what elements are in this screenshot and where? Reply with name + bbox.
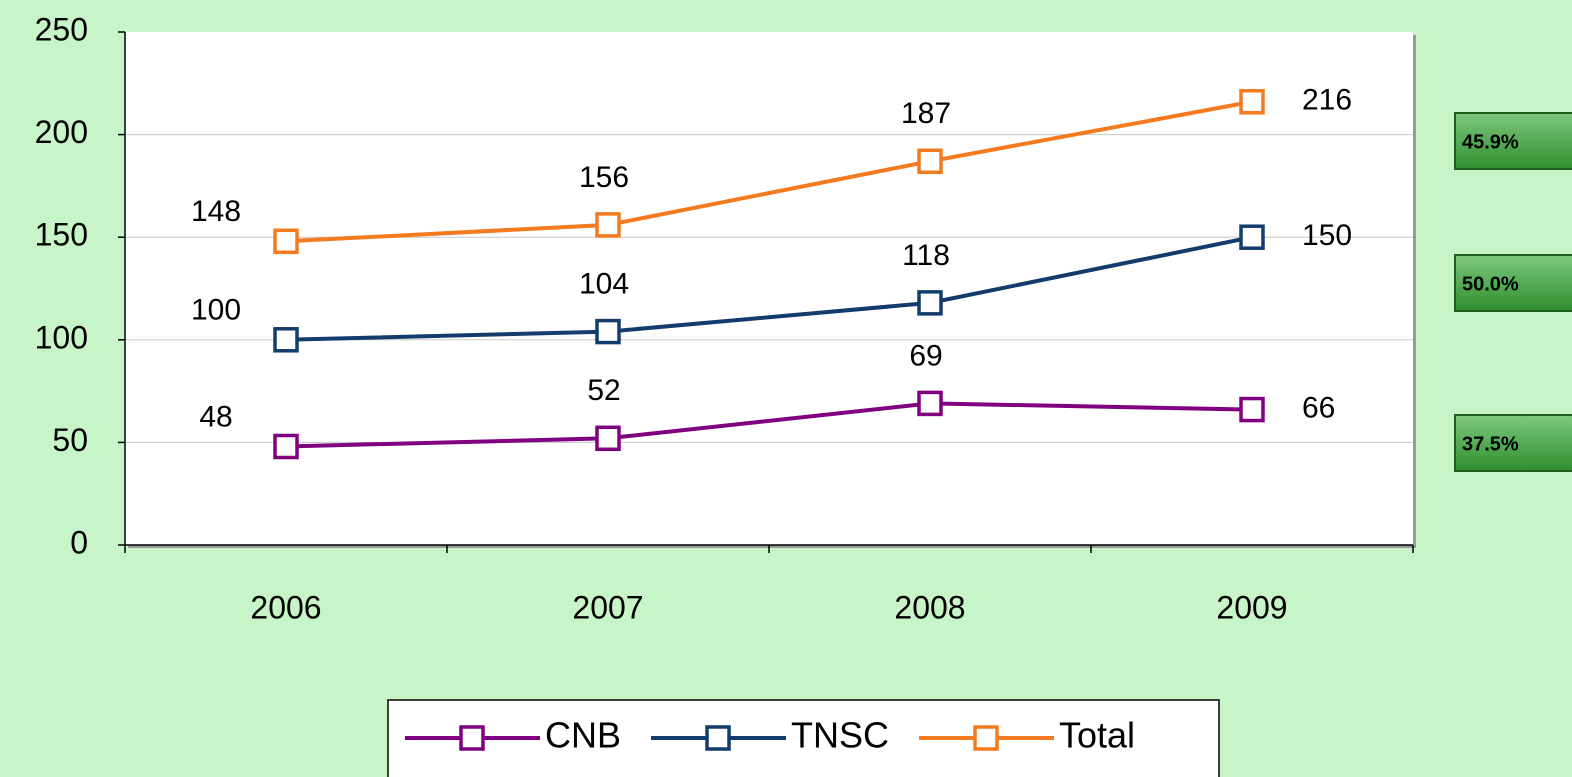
- series-line: [285, 99, 1253, 244]
- badge-label: 50.0%: [1462, 273, 1519, 295]
- badge-label: 45.9%: [1462, 131, 1519, 153]
- data-point: [595, 212, 621, 238]
- data-point: [917, 148, 943, 175]
- x-tick-label: 2007: [572, 589, 643, 625]
- data-label: 69: [909, 339, 942, 372]
- x-tick-label: 2008: [894, 589, 965, 625]
- data-label: 100: [191, 294, 241, 327]
- data-label: 48: [199, 400, 232, 433]
- series-line: [285, 235, 1253, 342]
- data-point: [595, 318, 621, 345]
- legend-label: Total: [1059, 715, 1135, 756]
- data-point: [917, 390, 943, 417]
- data-point: [1239, 396, 1265, 423]
- legend-marker: [459, 725, 485, 751]
- series-line: [285, 401, 1253, 449]
- data-label: 216: [1302, 84, 1352, 117]
- legend-marker: [705, 725, 731, 751]
- y-tick-label: 250: [35, 11, 88, 47]
- legend-marker: [973, 725, 999, 751]
- badge: [1454, 112, 1572, 170]
- y-tick-label: 150: [35, 217, 88, 253]
- data-label: 150: [1302, 219, 1352, 252]
- y-tick-label: 0: [70, 524, 88, 560]
- badge: [1454, 254, 1572, 312]
- data-point: [595, 425, 621, 452]
- data-label: 52: [587, 374, 620, 407]
- data-label: 118: [902, 239, 950, 272]
- data-point: [1239, 224, 1265, 250]
- plot-area: [125, 32, 1413, 545]
- badge-label: 37.5%: [1462, 433, 1519, 455]
- y-tick-label: 200: [35, 114, 88, 150]
- legend-label: TNSC: [791, 715, 889, 756]
- legend-label: CNB: [545, 715, 621, 756]
- data-point: [917, 290, 943, 316]
- data-label: 156: [579, 161, 629, 194]
- x-tick-label: 2009: [1216, 589, 1287, 625]
- y-tick-label: 50: [52, 422, 88, 458]
- data-label: 66: [1302, 391, 1335, 424]
- data-label: 104: [579, 268, 629, 301]
- data-point: [1239, 89, 1265, 115]
- data-point: [273, 228, 299, 255]
- x-tick-label: 2006: [250, 589, 321, 625]
- data-point: [273, 433, 299, 460]
- data-label: 148: [191, 195, 241, 228]
- data-point: [273, 327, 299, 353]
- data-label: 187: [901, 97, 951, 130]
- badge: [1454, 414, 1572, 472]
- y-tick-label: 100: [35, 319, 88, 355]
